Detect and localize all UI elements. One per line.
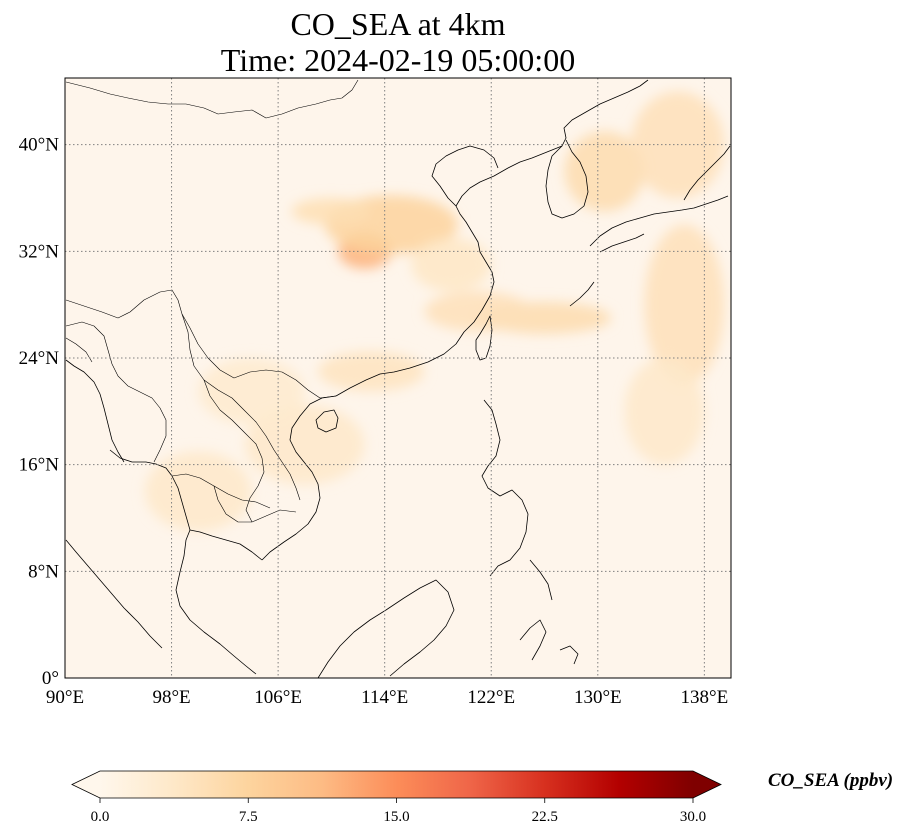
longitude-tick-label: 122°E [467,687,515,708]
map-frame [64,77,732,679]
longitude-tick-label: 106°E [254,687,302,708]
longitude-tick-label: 98°E [152,687,190,708]
co-plume [198,358,305,425]
co-plume [424,291,532,332]
latitude-tick-label: 16°N [19,455,60,476]
map-title: CO_SEA at 4km [290,6,506,42]
latitude-tick-labels: 0° 8°N 16°N 24°N 32°N 40°N [19,135,60,689]
colorbar-gradient [100,771,693,798]
colorbar: 0.0 7.5 15.0 22.5 30.0 [71,770,722,825]
co-plume [624,358,705,465]
colorbar-tick-label: 22.5 [532,809,558,825]
latitude-tick-label: 40°N [19,135,60,156]
longitude-tick-label: 114°E [361,687,408,708]
longitude-tick-label: 130°E [574,687,622,708]
colorbar-tick-label: 30.0 [680,809,706,825]
colorbar-tick-label: 0.0 [91,809,110,825]
co-plume [644,224,725,385]
colorbar-tick-label: 15.0 [383,809,409,825]
co-plume [564,131,645,212]
colorbar-tick-label: 7.5 [239,809,258,825]
gridlines [65,78,731,678]
co-plume [318,351,425,392]
latitude-tick-label: 8°N [28,561,59,582]
longitude-tick-labels: 90°E 98°E 106°E 114°E 122°E 130°E 138°E [46,687,728,708]
colorbar-high-extension [693,771,721,798]
co-plume [411,237,492,292]
country-borders [65,79,359,523]
longitude-tick-label: 138°E [681,687,729,708]
latitude-tick-label: 32°N [19,241,60,262]
co-plume [291,198,372,225]
co-concentration-field [144,91,725,532]
colorbar-label: CO_SEA (ppbv) [768,770,894,791]
co-plume [244,404,365,485]
coastlines [65,79,731,678]
colorbar-ticks: 0.0 7.5 15.0 22.5 30.0 [91,798,706,825]
latitude-tick-label: 24°N [19,348,60,369]
longitude-tick-label: 90°E [46,687,84,708]
colorbar-low-extension [72,771,100,798]
co-plume [144,451,252,532]
latitude-tick-label: 0° [42,668,59,689]
map-time-subtitle: Time: 2024-02-19 05:00:00 [220,42,576,78]
